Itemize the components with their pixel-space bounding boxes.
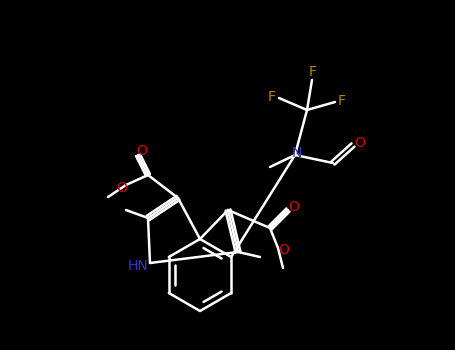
Text: F: F	[268, 90, 276, 104]
Text: O: O	[354, 136, 365, 150]
Text: O: O	[278, 243, 289, 257]
Text: F: F	[338, 94, 346, 108]
Text: O: O	[136, 144, 147, 158]
Text: HN: HN	[127, 259, 148, 273]
Text: O: O	[288, 200, 299, 214]
Text: N: N	[292, 146, 302, 160]
Text: O: O	[116, 181, 127, 195]
Text: F: F	[309, 65, 317, 79]
